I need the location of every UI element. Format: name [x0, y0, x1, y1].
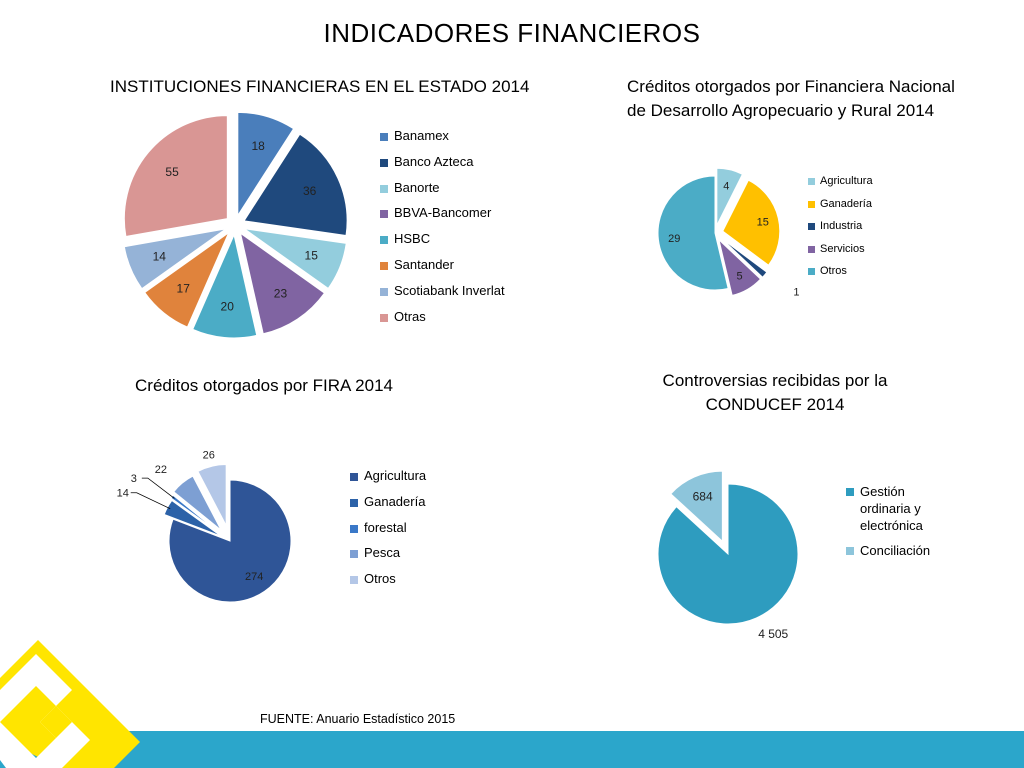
legend-swatch — [380, 158, 388, 167]
legend-swatch — [350, 576, 358, 585]
data-label-banamex: 18 — [251, 139, 265, 153]
legend-label: BBVA-Bancomer — [394, 205, 492, 221]
footer-band — [0, 731, 1024, 768]
logo-graphic — [0, 640, 140, 768]
legend-label: Santander — [394, 256, 454, 272]
pie-slice-otras — [123, 115, 228, 238]
legend-swatch — [380, 261, 388, 270]
legend-swatch — [350, 498, 358, 507]
legend-label: Industria — [820, 220, 863, 232]
legend-label: HSBC — [394, 231, 431, 247]
legend-label: Agricultura — [820, 175, 873, 187]
pie-slice-scotiabank-inverlat — [123, 228, 227, 290]
leader-line-forestal — [141, 477, 175, 499]
data-label-ganaderia: 15 — [757, 217, 769, 229]
pie-slice-banamex — [237, 111, 295, 218]
pie-slice-pesca — [173, 475, 222, 531]
data-label-forestal: 3 — [131, 473, 137, 485]
legend-label: Conciliación — [860, 543, 931, 558]
pie-slice-otros — [197, 463, 227, 526]
pie-slice-otros — [657, 175, 729, 291]
pie-slice-banorte — [243, 228, 347, 290]
pie-slice-hsbc — [192, 233, 258, 339]
legend-swatch — [380, 313, 388, 322]
legend-label: Servicios — [820, 242, 865, 255]
data-label-pesca: 22 — [155, 464, 167, 476]
data-label-ganaderia: 14 — [117, 488, 129, 500]
data-label-otras: 55 — [165, 165, 179, 179]
legend-label: Otros — [364, 571, 396, 587]
pie-slice-agricultura — [168, 479, 292, 603]
page-title: INDICADORES FINANCIEROS — [323, 18, 701, 48]
data-label-industria: 1 — [793, 286, 799, 298]
pie-slice-agricultura — [716, 167, 744, 226]
data-label-scotiabank-inverlat: 14 — [153, 250, 167, 264]
pie-slice-ganaderia — [722, 179, 781, 266]
legend-swatch — [846, 547, 854, 555]
data-label-agricultura: 274 — [245, 571, 263, 583]
chart-title-fira: Créditos otorgados por FIRA 2014 — [135, 376, 393, 395]
legend-swatch — [808, 268, 815, 275]
legend-label: Banorte — [394, 179, 440, 195]
data-label-santander: 17 — [177, 282, 191, 296]
pie-slice-gestion-ordinaria-y-electronica — [657, 483, 799, 625]
pie-slice-bbva-bancomer — [239, 232, 326, 335]
legend-label: Gestión ordinaria y electrónica — [860, 484, 923, 533]
chart-title-conducef: Controversias recibidas por la CONDUCEF … — [662, 371, 888, 414]
legend-swatch — [846, 488, 854, 496]
legend-swatch — [380, 184, 388, 193]
legend-swatch — [808, 178, 815, 185]
data-label-otros: 26 — [203, 449, 215, 461]
legend-swatch — [380, 236, 388, 245]
legend-swatch — [808, 245, 815, 253]
legend-label: Banamex — [394, 128, 449, 143]
pie-slice-santander — [144, 231, 230, 328]
pie-chart-fira: 274 143 22 26 — [117, 449, 292, 603]
data-label-banco-azteca: 36 — [303, 184, 317, 198]
data-label-servicios: 5 — [736, 270, 742, 282]
legend-swatch — [808, 200, 815, 208]
legend-label: Agricultura — [364, 468, 427, 483]
legend-label: forestal — [364, 519, 407, 535]
legend-swatch — [380, 287, 388, 296]
legend-label: Otras — [394, 308, 426, 324]
legend-label: Banco Azteca — [394, 153, 474, 169]
pie-slice-conciliacion — [670, 470, 723, 543]
legend-swatch — [380, 133, 388, 141]
chart-title-instituciones: INSTITUCIONES FINANCIERAS EN EL ESTADO 2… — [110, 77, 530, 96]
legend-swatch — [380, 210, 388, 219]
data-label-conciliacion: 684 — [693, 489, 713, 503]
legend-item-conciliacion: Conciliación — [846, 542, 940, 559]
legend-conducef: Gestión ordinaria y electrónica Conciliac… — [846, 483, 940, 559]
pie-slice-banco-azteca — [243, 133, 348, 237]
pie-chart-conducef: 4 505 684 — [657, 470, 799, 641]
pie-slice-industria — [720, 237, 768, 278]
leader-line-ganaderia — [130, 492, 171, 510]
legend-label: Scotiabank Inverlat — [394, 282, 505, 298]
legend-label: Pesca — [364, 545, 401, 561]
legend-item-gestion-ordinaria-y-electronica: Gestión ordinaria y electrónica — [846, 483, 940, 534]
legend-label: Ganadería — [364, 493, 426, 509]
legend-swatch — [350, 550, 358, 559]
data-label-hsbc: 20 — [221, 300, 235, 314]
data-label-agricultura: 4 — [723, 180, 729, 192]
data-label-gestion-ordinaria-y-electronica: 4 505 — [758, 627, 788, 641]
pie-chart-instituciones: 18 36 15 23 20 17 14 55 — [123, 111, 348, 339]
legend-label: Otros — [820, 265, 847, 277]
data-label-bbva-bancomer: 23 — [274, 286, 288, 300]
pie-slice-servicios — [718, 238, 762, 296]
data-label-otros: 29 — [668, 233, 680, 245]
legend-swatch — [350, 524, 358, 533]
legend-swatch — [808, 223, 815, 230]
source-note: FUENTE: Anuario Estadístico 2015 — [260, 712, 456, 726]
data-label-banorte: 15 — [305, 249, 319, 263]
chart-title-financiera-nacional: Créditos otorgados por Financiera Nacion… — [627, 77, 955, 120]
legend-label: Ganadería — [820, 197, 872, 210]
legend-swatch — [350, 473, 358, 481]
